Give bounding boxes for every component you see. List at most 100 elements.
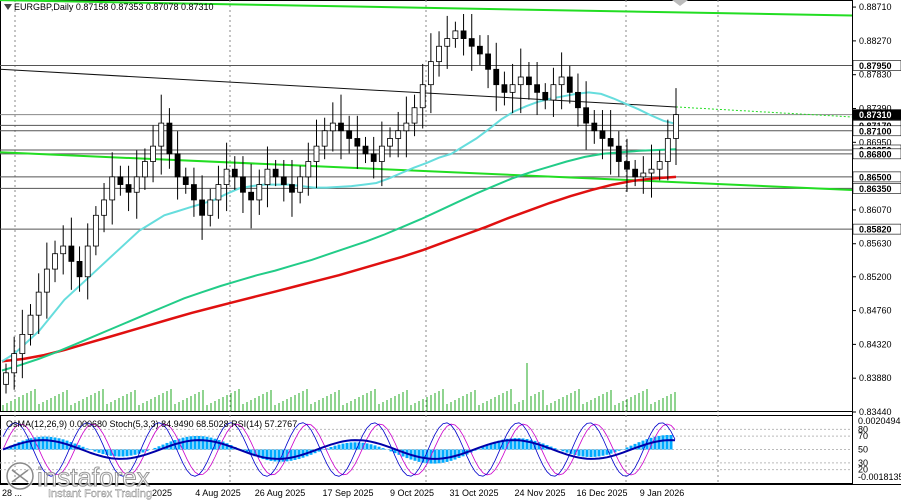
indicator-axis-label: -0.0018135: [858, 472, 901, 482]
candle-body: [624, 161, 630, 170]
osma-bar: [25, 439, 29, 450]
candle-body: [223, 168, 230, 185]
osma-bar: [289, 449, 293, 461]
osma-bar: [105, 449, 109, 456]
trendlines: [0, 0, 853, 191]
osma-bar: [361, 442, 365, 450]
collapse-triangle-icon[interactable]: [4, 4, 12, 10]
osma-bar: [209, 437, 213, 450]
osma-bar: [273, 449, 277, 462]
osma-bar: [593, 449, 597, 457]
candle-body: [329, 122, 336, 132]
brand-text: instaforex: [37, 462, 150, 492]
osma-bar: [537, 442, 541, 450]
osma-bar: [365, 443, 369, 450]
candle-body: [673, 114, 679, 139]
osma-bar: [449, 449, 453, 461]
candle-body: [280, 176, 287, 185]
candle-body: [43, 268, 50, 293]
rsi-line: [2, 439, 676, 460]
osma-bar: [517, 438, 521, 450]
level-price-tag: [852, 60, 901, 71]
time-axis-label: 31 Oct 2025: [449, 488, 498, 498]
shift-marker-icon[interactable]: [672, 0, 688, 6]
osma-bar: [589, 449, 593, 457]
osma-bar: [281, 449, 285, 462]
candle-body: [542, 91, 549, 101]
osma-bar: [661, 435, 665, 450]
candle-body: [191, 184, 197, 201]
osma-bar: [437, 449, 441, 464]
osma-bar: [601, 449, 605, 456]
osma-bar: [489, 443, 493, 450]
level-price-tag: [852, 183, 901, 194]
candle-body: [411, 107, 418, 124]
candle-body: [501, 84, 508, 93]
candle-body: [656, 161, 663, 170]
osma-bar: [345, 442, 349, 450]
candle-body: [575, 91, 581, 109]
trendline-mid-channel-projection: [675, 106, 853, 118]
candle-body: [362, 145, 369, 155]
candle-body: [615, 145, 622, 162]
osma-bar: [505, 438, 509, 450]
candle-body: [3, 372, 9, 385]
osma-bar: [617, 449, 621, 451]
osma-bar: [665, 435, 669, 450]
candle-body: [550, 84, 557, 101]
candle-body: [92, 214, 99, 247]
osma-bar: [97, 449, 101, 453]
price-tick-label: 0.87830: [859, 70, 892, 80]
osma-bar: [521, 438, 525, 450]
osma-bar: [117, 449, 121, 457]
osma-bar: [625, 447, 629, 450]
trendline-lower-channel: [0, 151, 853, 191]
osma-bar: [161, 444, 165, 450]
candle-body: [84, 245, 91, 278]
candle-body: [11, 353, 18, 374]
candle-body: [607, 138, 614, 147]
price-tick-label: 0.84320: [859, 339, 892, 349]
osma-bar: [485, 445, 489, 450]
osma-bar: [125, 449, 129, 457]
candle-body: [427, 61, 434, 86]
osma-bar: [45, 436, 49, 450]
candle-body: [166, 122, 173, 155]
level-price-tag: [852, 223, 901, 235]
osma-bar: [585, 449, 589, 457]
candle-body: [264, 168, 271, 185]
candle-body: [493, 68, 500, 86]
osma-bar: [613, 449, 617, 453]
trendline-upper-channel: [0, 0, 853, 17]
indicator-axis-label: 0.0020494: [858, 416, 901, 426]
indicator-header-text: OsMA(12,26,9) 0.000680 Stoch(5,3,3) 84.9…: [6, 419, 297, 429]
osma-bar: [181, 437, 185, 450]
candle-body: [60, 245, 67, 255]
level-price-label: 0.85820: [859, 225, 892, 235]
osma-bar: [349, 442, 353, 450]
candle-body: [305, 161, 312, 178]
price-tick-label: 0.84760: [859, 306, 892, 316]
osma-bar: [81, 446, 85, 450]
candle-body: [338, 122, 344, 132]
candle-body: [150, 145, 156, 162]
osma-bar: [265, 449, 269, 461]
candle-body: [640, 172, 647, 178]
osma-bar: [417, 449, 421, 462]
level-price-tag: [852, 171, 901, 183]
osma-bar: [573, 449, 577, 455]
osma-bar: [141, 449, 145, 453]
time-axis-label: 26 Aug 2025: [255, 488, 306, 498]
osma-bar: [389, 449, 393, 452]
price-tags: 0.879500.873100.871700.871000.868500.868…: [852, 60, 901, 235]
candle-body: [632, 168, 639, 178]
osma-bar: [129, 449, 133, 456]
osma-bar: [189, 436, 193, 450]
osma-bar: [513, 438, 517, 450]
candle-body: [599, 130, 606, 139]
price-tick-label: 0.86950: [859, 137, 892, 147]
stoch-main-line: [2, 422, 676, 477]
candle-body: [648, 168, 655, 174]
osma-bar: [441, 449, 445, 463]
candle-body: [158, 122, 165, 147]
